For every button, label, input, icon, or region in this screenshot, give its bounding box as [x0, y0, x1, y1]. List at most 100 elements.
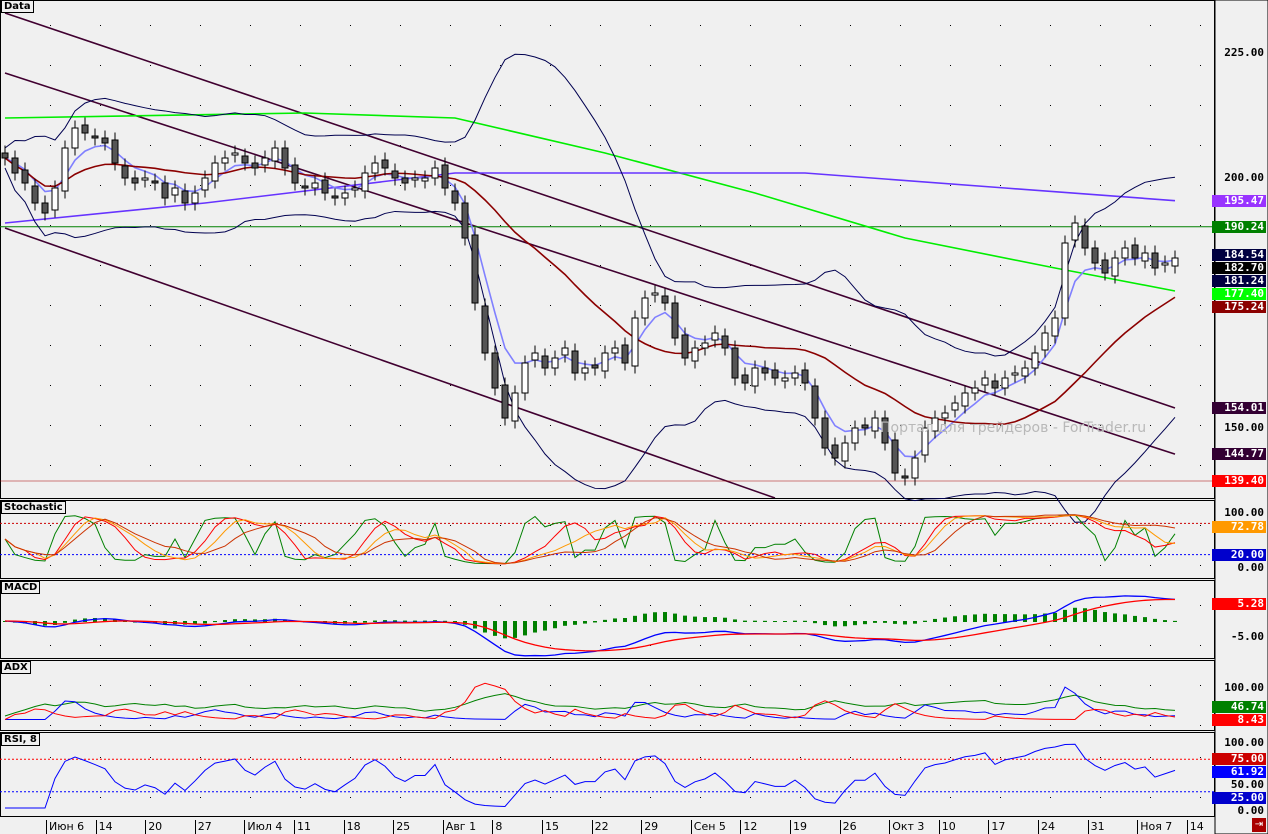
grid-dot [400, 345, 401, 346]
grid-dot [250, 305, 251, 306]
macd-histogram-bar [873, 621, 877, 623]
grid-dot [850, 525, 851, 526]
macd-histogram-bar [363, 621, 367, 623]
candle [501, 384, 509, 419]
x-tick-label: 12 [740, 820, 757, 834]
grid-dot [1050, 305, 1051, 306]
grid-dot [900, 25, 901, 26]
candle [741, 374, 749, 384]
exit-icon[interactable]: ⇥ [1252, 818, 1266, 832]
grid-dot [200, 65, 201, 66]
candle [221, 157, 229, 164]
candle [351, 187, 359, 191]
grid-dot [950, 757, 951, 758]
grid-dot [100, 685, 101, 686]
grid-dot [750, 305, 751, 306]
grid-dot [300, 757, 301, 758]
candle [1151, 252, 1159, 269]
candle [1, 152, 9, 159]
candle [811, 385, 819, 419]
grid-dot [1050, 645, 1051, 646]
grid-dot [300, 225, 301, 226]
x-tick-label: 22 [591, 820, 609, 834]
grid-dot [150, 105, 151, 106]
grid-dot [450, 565, 451, 566]
grid-dot [600, 305, 601, 306]
grid-dot [550, 685, 551, 686]
grid-dot [650, 65, 651, 66]
candle [401, 177, 409, 184]
grid-dot [500, 105, 501, 106]
grid-dot [1050, 65, 1051, 66]
grid-dot [1100, 185, 1101, 186]
grid-dot [700, 565, 701, 566]
x-tick-label: 17 [988, 820, 1005, 834]
macd-histogram-bar [513, 621, 517, 638]
grid-dot [800, 105, 801, 106]
candle [1121, 247, 1129, 259]
grid-dot [150, 225, 151, 226]
grid-dot [200, 225, 201, 226]
adx-tick-label: 100.00 [1224, 681, 1264, 694]
grid-dot [500, 645, 501, 646]
grid-dot [750, 185, 751, 186]
value-label: 175.24 [1212, 301, 1266, 314]
grid-dot [600, 265, 601, 266]
grid-dot [1150, 305, 1151, 306]
grid-dot [750, 645, 751, 646]
grid-dot [950, 605, 951, 606]
grid-dot [250, 425, 251, 426]
candle [531, 352, 539, 361]
candle [841, 442, 849, 462]
grid-dot [400, 605, 401, 606]
grid-dot [950, 305, 951, 306]
grid-dot [1200, 757, 1201, 758]
grid-dot [850, 305, 851, 306]
grid-dot [250, 145, 251, 146]
grid-dot [900, 105, 901, 106]
grid-dot [1100, 685, 1101, 686]
candle [261, 157, 269, 166]
grid-dot [700, 425, 701, 426]
grid-dot [450, 685, 451, 686]
grid-dot [550, 525, 551, 526]
grid-dot [850, 65, 851, 66]
grid-dot [1150, 725, 1151, 726]
grid-dot [300, 605, 301, 606]
candle [141, 177, 149, 181]
candle [251, 162, 259, 169]
grid-dot [950, 65, 951, 66]
grid-dot [150, 757, 151, 758]
candle [341, 192, 349, 199]
stochastic-line [4, 514, 1176, 564]
grid-dot [250, 757, 251, 758]
macd-histogram-bar [1113, 613, 1117, 622]
grid-dot [700, 145, 701, 146]
grid-dot [850, 385, 851, 386]
macd-histogram-bar [653, 612, 657, 622]
grid-dot [700, 525, 701, 526]
candle [731, 347, 739, 379]
grid-dot [100, 185, 101, 186]
bollinger-upper [4, 53, 1176, 357]
grid-dot [1200, 25, 1201, 26]
candle [441, 164, 449, 189]
grid-dot [900, 757, 901, 758]
grid-dot [400, 305, 401, 306]
grid-dot [700, 465, 701, 466]
candle [161, 182, 169, 199]
grid-dot [800, 645, 801, 646]
candle [971, 387, 979, 394]
candle [721, 335, 729, 349]
grid-dot [300, 105, 301, 106]
candle [571, 350, 579, 374]
macd-histogram-bar [683, 615, 687, 622]
grid-dot [350, 565, 351, 566]
grid-dot [1150, 465, 1151, 466]
stochastic-line [4, 514, 1176, 565]
x-tick-label: 15 [542, 820, 559, 834]
macd-histogram-bar [593, 621, 597, 623]
grid-dot [450, 645, 451, 646]
grid-dot [1150, 105, 1151, 106]
